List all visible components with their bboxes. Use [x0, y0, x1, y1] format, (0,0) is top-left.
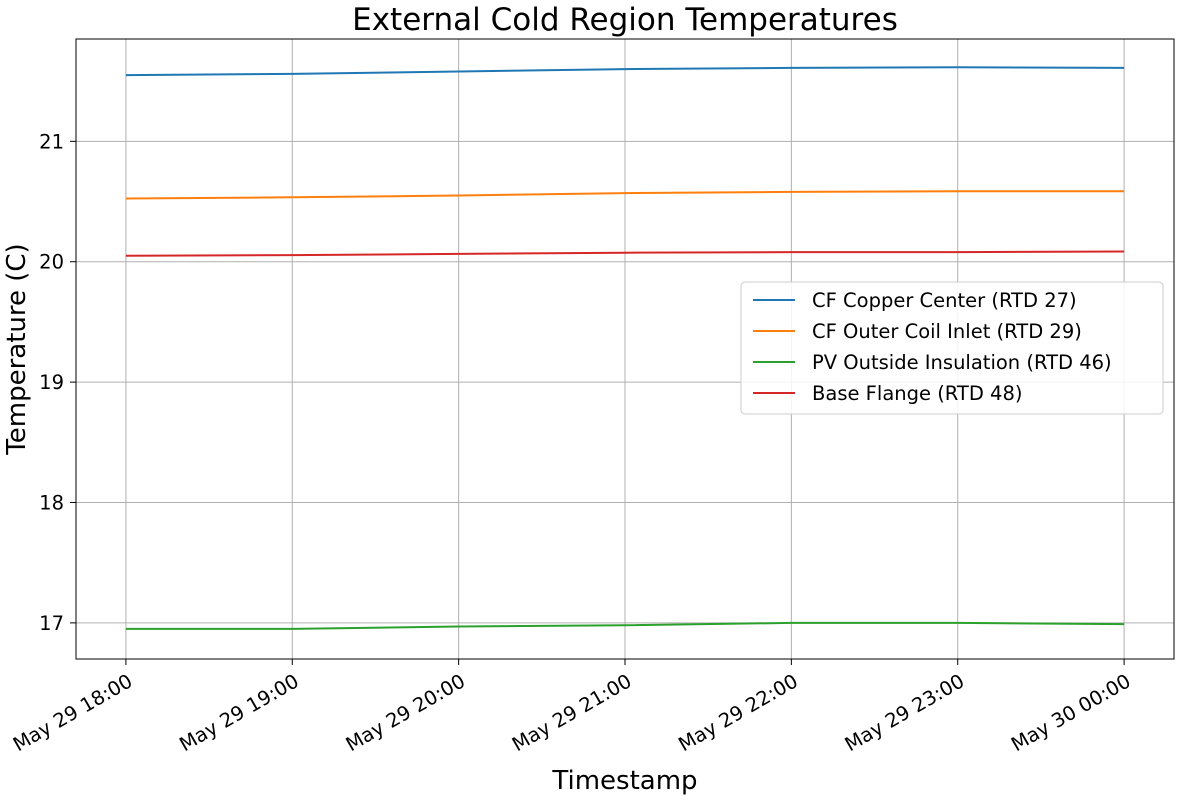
x-tick-label: May 29 18:00	[9, 669, 136, 756]
y-axis-label: Temperature (C)	[2, 243, 32, 455]
legend-label: CF Copper Center (RTD 27)	[812, 289, 1077, 312]
x-axis-label: Timestamp	[551, 766, 697, 796]
x-tick-label: May 29 21:00	[508, 669, 635, 756]
y-tick-label: 18	[39, 491, 64, 514]
series-line-3	[125, 621, 1125, 630]
legend-frame	[740, 281, 1164, 415]
series-lines	[125, 66, 1125, 630]
legend-label: Base Flange (RTD 48)	[812, 382, 1022, 405]
x-tick-label: May 29 22:00	[675, 669, 802, 756]
y-tick-label: 17	[39, 612, 64, 635]
legend-label: CF Outer Coil Inlet (RTD 29)	[812, 320, 1082, 343]
y-tick-label: 21	[39, 130, 64, 153]
x-tick-label: May 29 19:00	[175, 669, 302, 756]
x-tick-label: May 29 20:00	[342, 669, 469, 756]
x-tick-label: May 30 00:00	[1007, 669, 1134, 756]
x-axis-ticks: May 29 18:00 May 29 19:00 May 29 20:00 May …	[9, 659, 1135, 756]
y-axis-ticks: 17 18 19 20 21	[39, 130, 76, 635]
legend-label: PV Outside Insulation (RTD 46)	[812, 351, 1112, 374]
x-tick-label: May 29 23:00	[841, 669, 968, 756]
series-line-1	[125, 66, 1125, 77]
series-line-4	[125, 250, 1125, 257]
y-tick-label: 20	[39, 251, 64, 274]
chart-title: External Cold Region Temperatures	[352, 2, 898, 38]
series-line-2	[125, 190, 1125, 200]
legend: CF Copper Center (RTD 27) CF Outer Coil I…	[740, 281, 1164, 415]
y-tick-label: 19	[39, 371, 64, 394]
